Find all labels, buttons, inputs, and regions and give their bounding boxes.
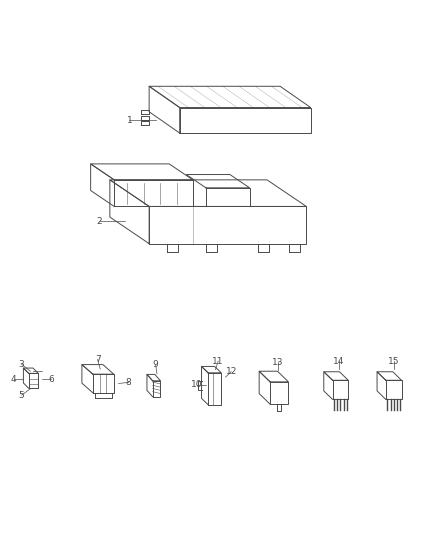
Text: 15: 15 [388, 357, 399, 366]
Text: 6: 6 [48, 375, 54, 384]
Text: 10: 10 [191, 380, 203, 389]
Text: 13: 13 [272, 358, 284, 367]
Text: 4: 4 [11, 375, 17, 384]
Text: 14: 14 [333, 357, 345, 366]
Text: 2: 2 [96, 217, 102, 226]
Text: 11: 11 [212, 357, 224, 366]
Text: 5: 5 [19, 391, 25, 400]
Text: 1: 1 [127, 116, 132, 125]
Text: 8: 8 [126, 378, 131, 387]
Text: 9: 9 [153, 360, 159, 369]
Text: 7: 7 [95, 355, 100, 364]
Text: 3: 3 [19, 360, 25, 369]
Text: 12: 12 [226, 367, 237, 376]
